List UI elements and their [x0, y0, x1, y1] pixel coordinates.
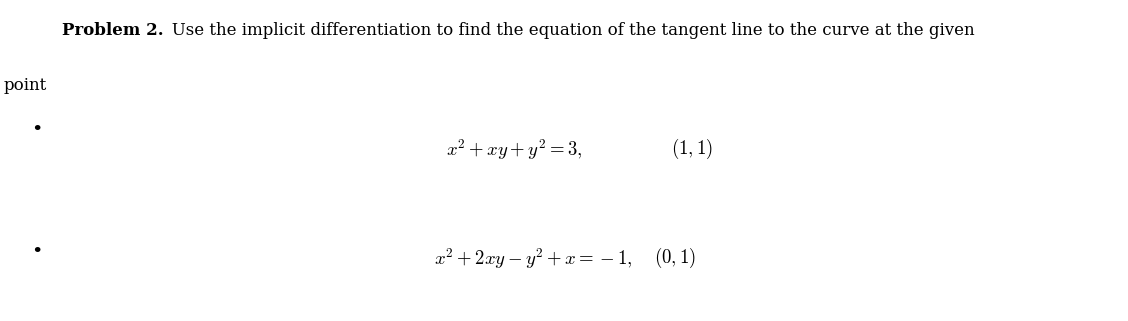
- Text: •: •: [32, 121, 43, 139]
- Text: $(1, 1)$: $(1, 1)$: [671, 137, 713, 161]
- Text: •: •: [32, 243, 43, 261]
- Text: $x^2 + xy + y^2 = 3,$: $x^2 + xy + y^2 = 3,$: [446, 137, 582, 162]
- Text: Problem 2.: Problem 2.: [62, 22, 164, 39]
- Text: $x^2 + 2xy - y^2 + x = -1,$: $x^2 + 2xy - y^2 + x = -1,$: [434, 246, 633, 271]
- Text: $(0, 1)$: $(0, 1)$: [654, 246, 696, 271]
- Text: Use the implicit differentiation to find the equation of the tangent line to the: Use the implicit differentiation to find…: [156, 22, 975, 39]
- Text: point: point: [3, 77, 46, 94]
